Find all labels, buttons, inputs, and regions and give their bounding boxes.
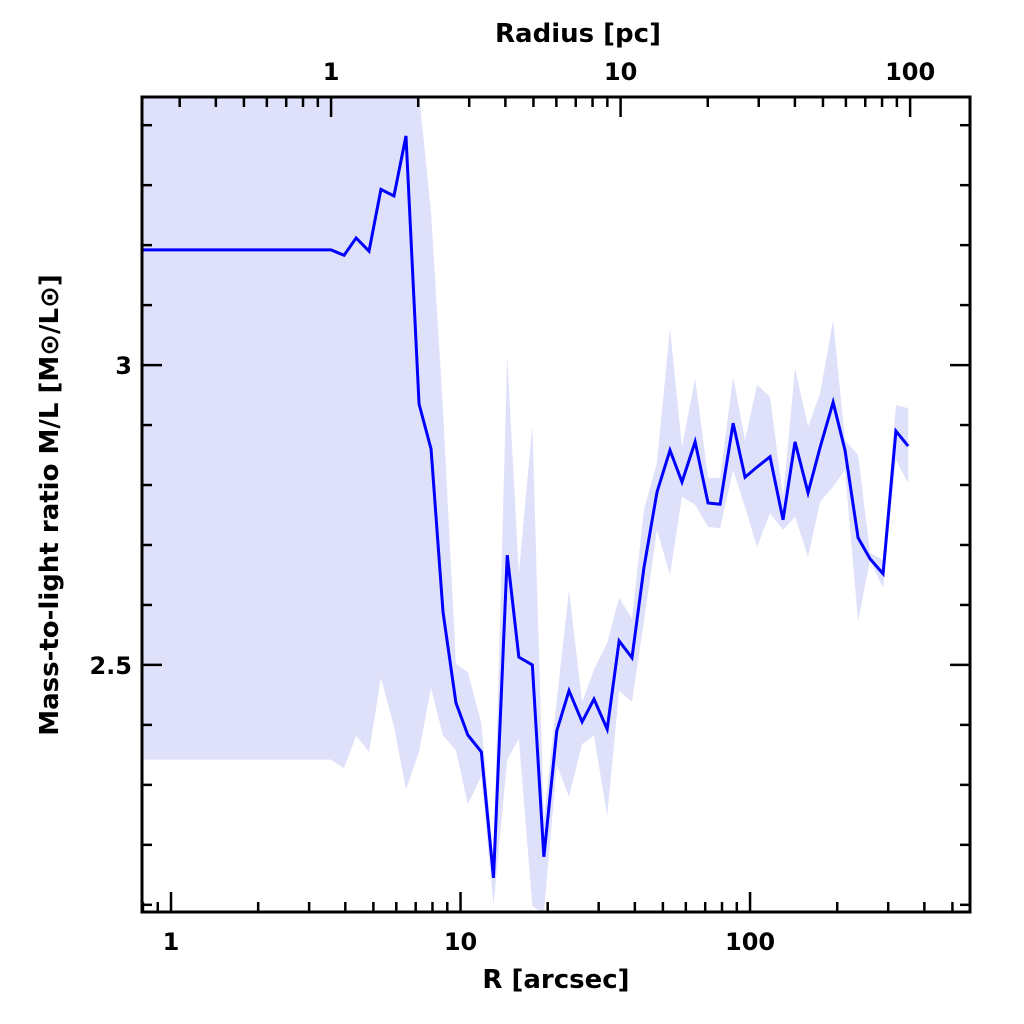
top-axis-title: Radius [pc] <box>495 19 661 49</box>
ml-line <box>142 135 910 878</box>
line-layer <box>142 135 910 878</box>
x-tick-label: 1 <box>163 928 180 956</box>
tick-labels: 1 10 100 1 10 100 3 2.5 <box>89 58 935 956</box>
uncertainty-band-layer <box>142 97 909 912</box>
top-x-tick-label: 1 <box>323 58 340 86</box>
x-tick-label: 100 <box>725 928 775 956</box>
top-x-tick-label: 100 <box>885 58 935 86</box>
ticks <box>141 97 970 912</box>
y-tick-label: 3 <box>115 352 132 380</box>
x-axis-title: R [arcsec] <box>482 965 629 995</box>
top-x-tick-label: 10 <box>604 58 637 86</box>
uncertainty-band <box>142 97 909 912</box>
x-tick-label: 10 <box>444 928 477 956</box>
y-tick-label: 2.5 <box>89 652 132 680</box>
y-axis-title: Mass-to-light ratio M/L [M⊙/L⊙] <box>35 274 65 736</box>
